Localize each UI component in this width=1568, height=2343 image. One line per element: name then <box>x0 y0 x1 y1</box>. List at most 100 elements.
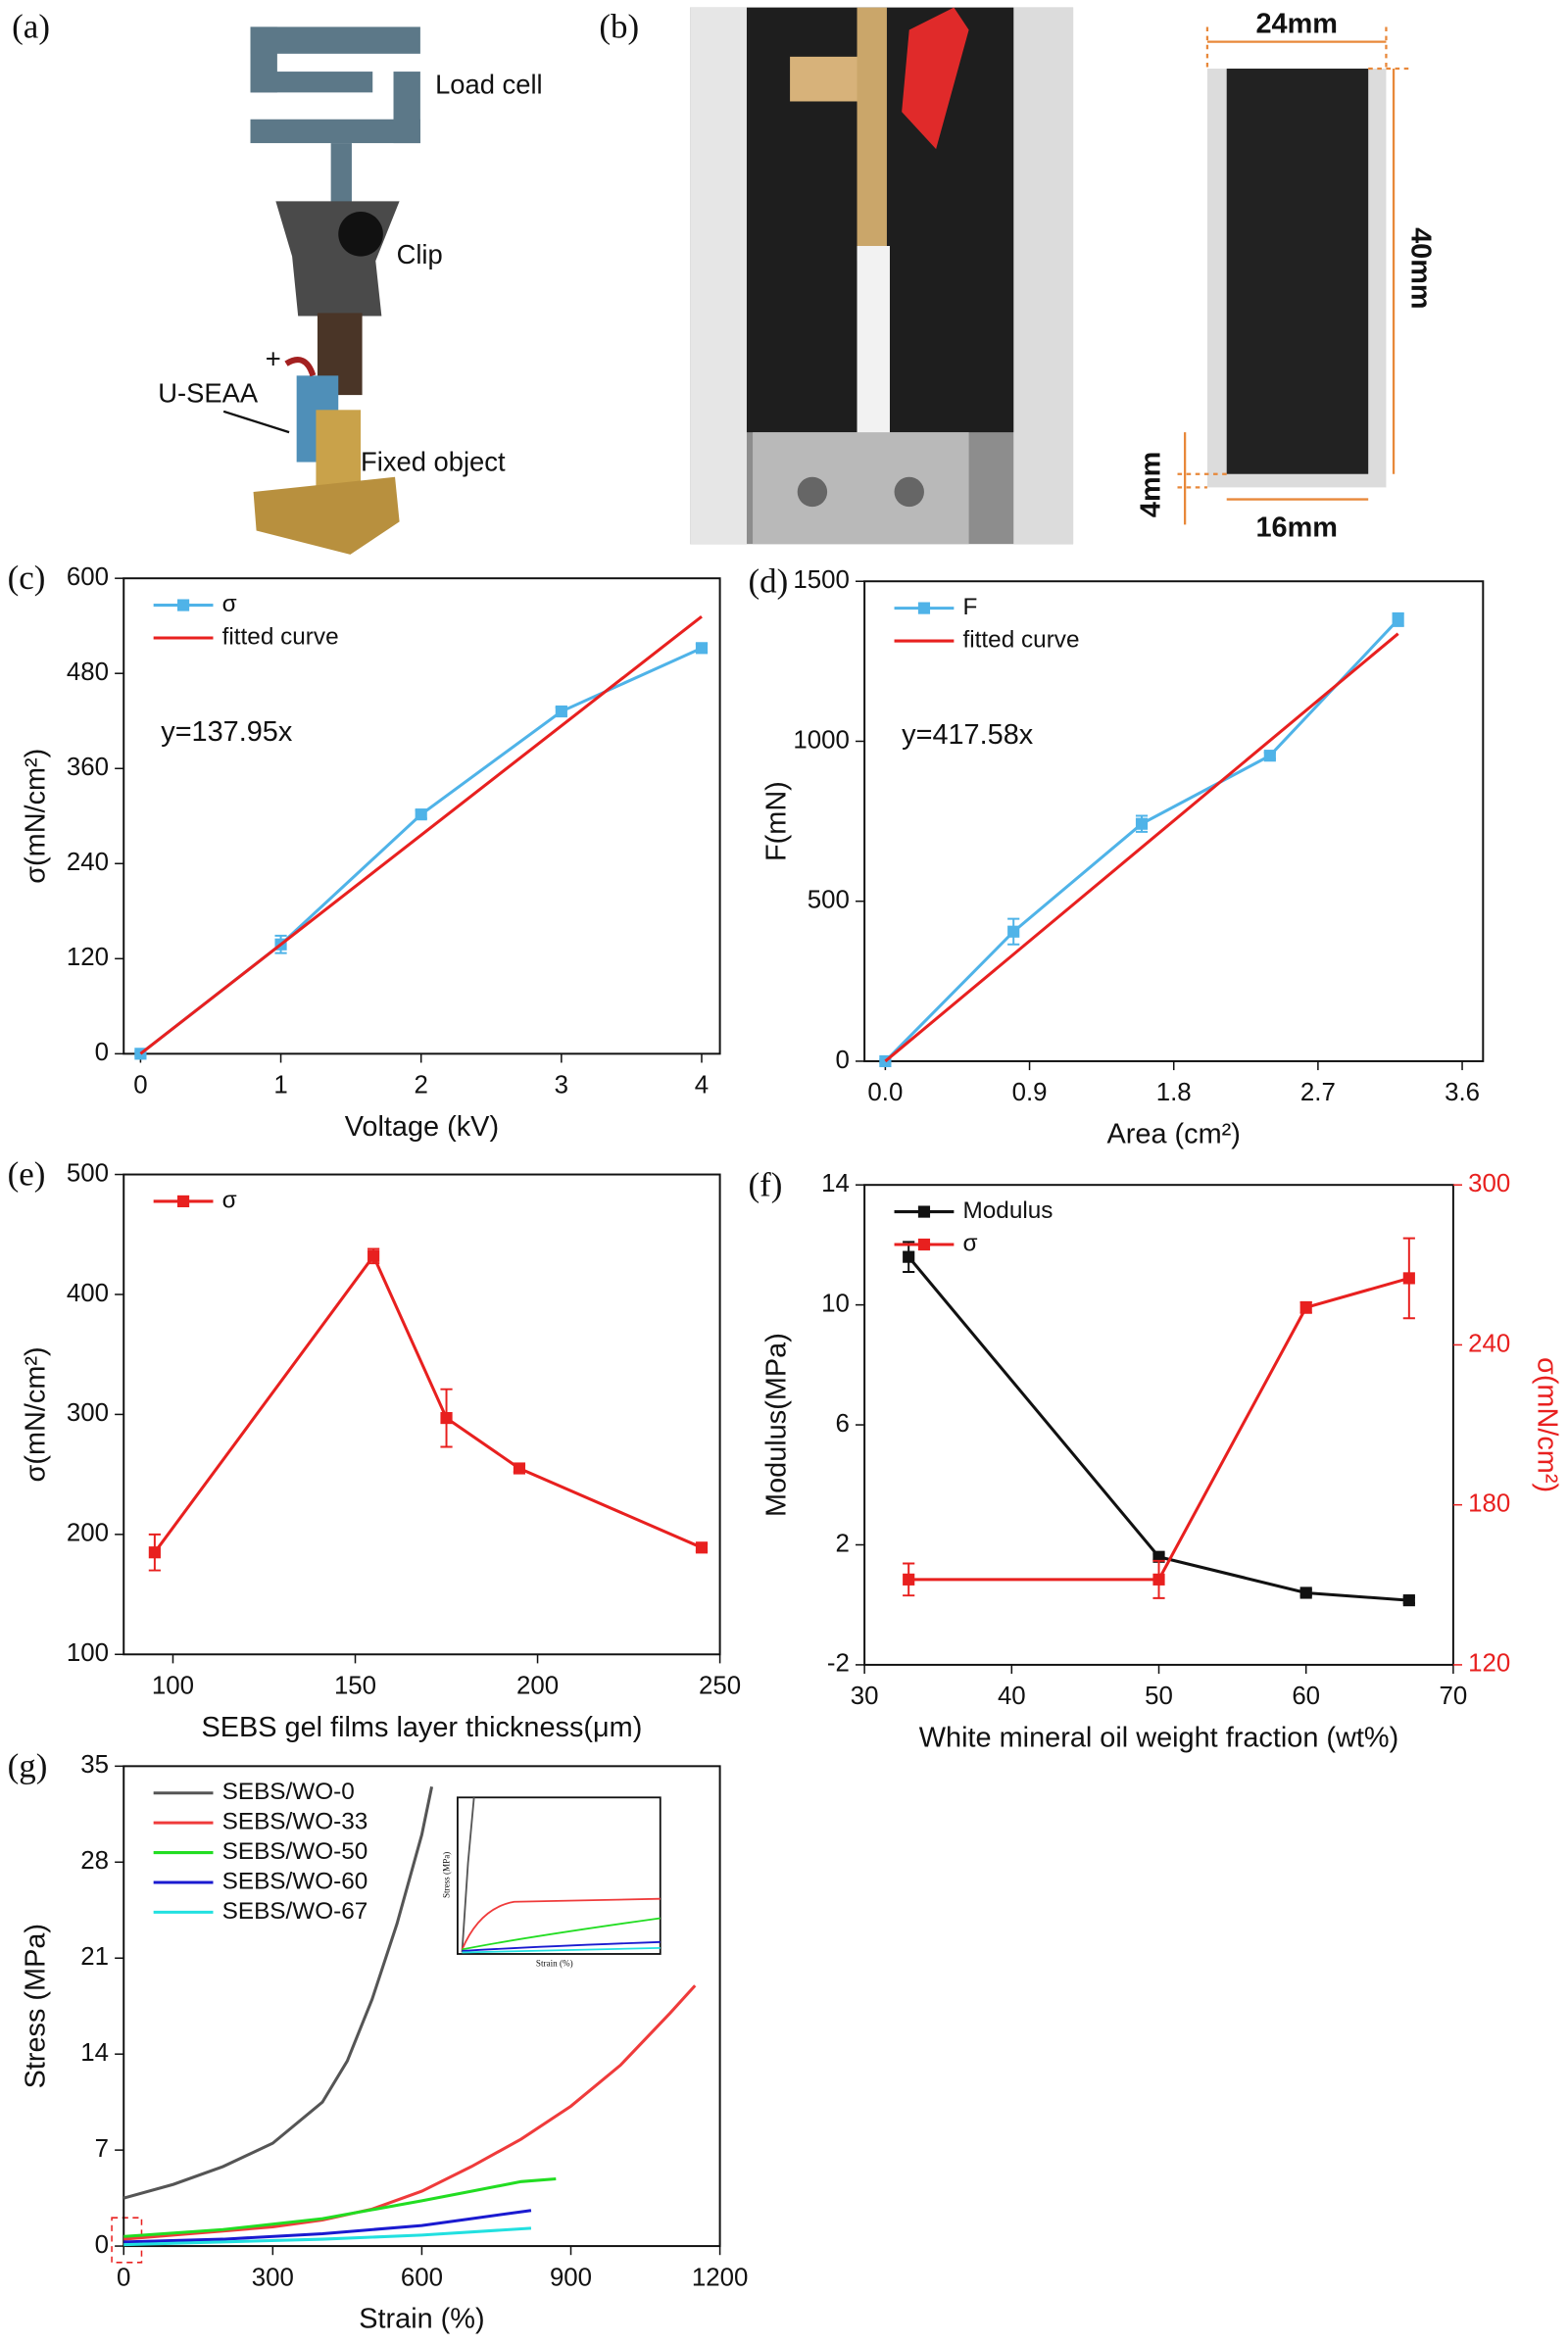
y-tick-label: 360 <box>67 754 109 781</box>
label: Clip <box>397 239 443 269</box>
x-axis-label: SEBS gel films layer thickness(μm) <box>201 1712 642 1743</box>
panel-label: (d) <box>748 561 788 600</box>
x-tick-label: 2.7 <box>1300 1079 1336 1106</box>
data-point <box>1392 613 1404 626</box>
data-point <box>1007 925 1020 938</box>
x-tick-label: 3 <box>555 1072 568 1099</box>
data-point <box>695 642 709 655</box>
y-tick-label: 240 <box>67 849 109 876</box>
y-tick-label: 1000 <box>793 726 850 754</box>
data-point <box>903 1573 915 1586</box>
x-tick-label: 600 <box>401 2264 443 2291</box>
data-point <box>1263 750 1276 762</box>
panel-label: (c) <box>8 559 46 597</box>
annotation: y=417.58x <box>902 719 1034 751</box>
legend-label: fitted curve <box>963 626 1080 653</box>
y-tick-label: -2 <box>827 1650 850 1678</box>
panel-label: (b) <box>599 8 639 46</box>
y-tick-label: 600 <box>67 563 109 591</box>
wire <box>284 357 317 377</box>
annotation: y=137.95x <box>161 716 293 748</box>
data-point <box>1402 1272 1415 1285</box>
y-tick-label: 200 <box>67 1520 109 1547</box>
y2-tick-label: 120 <box>1468 1650 1510 1678</box>
y-tick-label: 1500 <box>793 566 850 594</box>
data-point <box>148 1546 161 1559</box>
x-tick-label: 0 <box>133 1072 147 1099</box>
x-tick-label: 0 <box>117 2264 130 2291</box>
data-point <box>513 1462 526 1475</box>
data-point <box>1402 1594 1415 1607</box>
legend-marker <box>176 1195 190 1208</box>
plot-frame <box>122 1173 721 1656</box>
y-tick-label: 400 <box>67 1280 109 1307</box>
series-line <box>884 632 1399 1063</box>
series-line <box>123 2209 532 2244</box>
x-tick-label: 100 <box>152 1673 194 1700</box>
data-point <box>1299 1586 1312 1599</box>
y-tick-label: 14 <box>80 2039 109 2067</box>
y-axis-label: Modulus(MPa) <box>761 1333 793 1517</box>
x-tick-label: 2 <box>415 1072 428 1099</box>
dimension: 4mm <box>1135 452 1166 517</box>
data-point <box>555 705 567 718</box>
y-tick-label: 480 <box>67 659 109 686</box>
y-tick-label: 7 <box>95 2135 109 2163</box>
y2-tick-label: 300 <box>1468 1170 1510 1197</box>
data-point <box>440 1411 453 1425</box>
inset <box>457 1796 662 1955</box>
x-axis-label: Strain (%) <box>359 2304 484 2335</box>
x-tick-label: 1200 <box>692 2264 749 2291</box>
clip-drawing <box>275 201 400 317</box>
x-tick-label: 250 <box>699 1673 741 1700</box>
data-point <box>1299 1301 1312 1314</box>
y-tick-label: 0 <box>95 2231 109 2259</box>
series-line <box>122 1786 434 2200</box>
panel-label: (e) <box>8 1155 46 1194</box>
label: + <box>266 343 281 373</box>
clip-knob <box>338 212 383 257</box>
specimen-schematic: 24mm 40mm 4mm 16mm <box>1135 9 1436 544</box>
legend-marker <box>917 602 931 614</box>
y-tick-label: 14 <box>821 1170 850 1197</box>
base-drawing <box>253 476 400 555</box>
legend-label: SEBS/WO-60 <box>222 1868 368 1894</box>
x-tick-label: 1.8 <box>1156 1079 1192 1106</box>
panel-label: (g) <box>8 1746 48 1784</box>
dimension: 24mm <box>1255 9 1337 40</box>
x-tick-label: 900 <box>550 2264 592 2291</box>
data-point <box>695 1541 709 1554</box>
legend-label: Modulus <box>963 1197 1054 1224</box>
legend-label: fitted curve <box>222 623 339 650</box>
y-axis-label: σ(mN/cm²) <box>21 749 52 884</box>
panel-label: (a) <box>12 8 50 46</box>
y-tick-label: 0 <box>836 1047 850 1074</box>
y-tick-label: 100 <box>67 1639 109 1667</box>
y2-tick-label: 240 <box>1468 1330 1510 1357</box>
x-tick-label: 0.0 <box>867 1079 903 1106</box>
y2-tick-label: 180 <box>1468 1490 1510 1518</box>
legend-label: σ <box>963 1230 978 1256</box>
x-tick-label: 200 <box>516 1673 559 1700</box>
series-line <box>139 614 703 1055</box>
inset-y-label: Stress (MPa) <box>441 1852 451 1898</box>
x-tick-label: 150 <box>334 1673 376 1700</box>
data-point <box>415 808 427 821</box>
series-line <box>123 2226 532 2247</box>
series-line <box>139 646 703 1055</box>
x-tick-label: 1 <box>273 1072 287 1099</box>
label: Fixed object <box>361 446 506 476</box>
arrow <box>222 410 290 434</box>
series-line <box>123 2176 557 2238</box>
legend-label: σ <box>222 1187 237 1213</box>
x-axis-label: Area (cm²) <box>1107 1119 1241 1150</box>
dimension: 40mm <box>1404 227 1436 309</box>
dimension: 16mm <box>1255 513 1337 544</box>
series-line <box>907 1255 1409 1602</box>
label: U-SEAA <box>158 377 259 408</box>
legend-label: σ <box>222 591 237 617</box>
x-tick-label: 40 <box>998 1683 1026 1710</box>
data-point <box>1152 1550 1165 1563</box>
legend-label: SEBS/WO-0 <box>222 1779 355 1805</box>
